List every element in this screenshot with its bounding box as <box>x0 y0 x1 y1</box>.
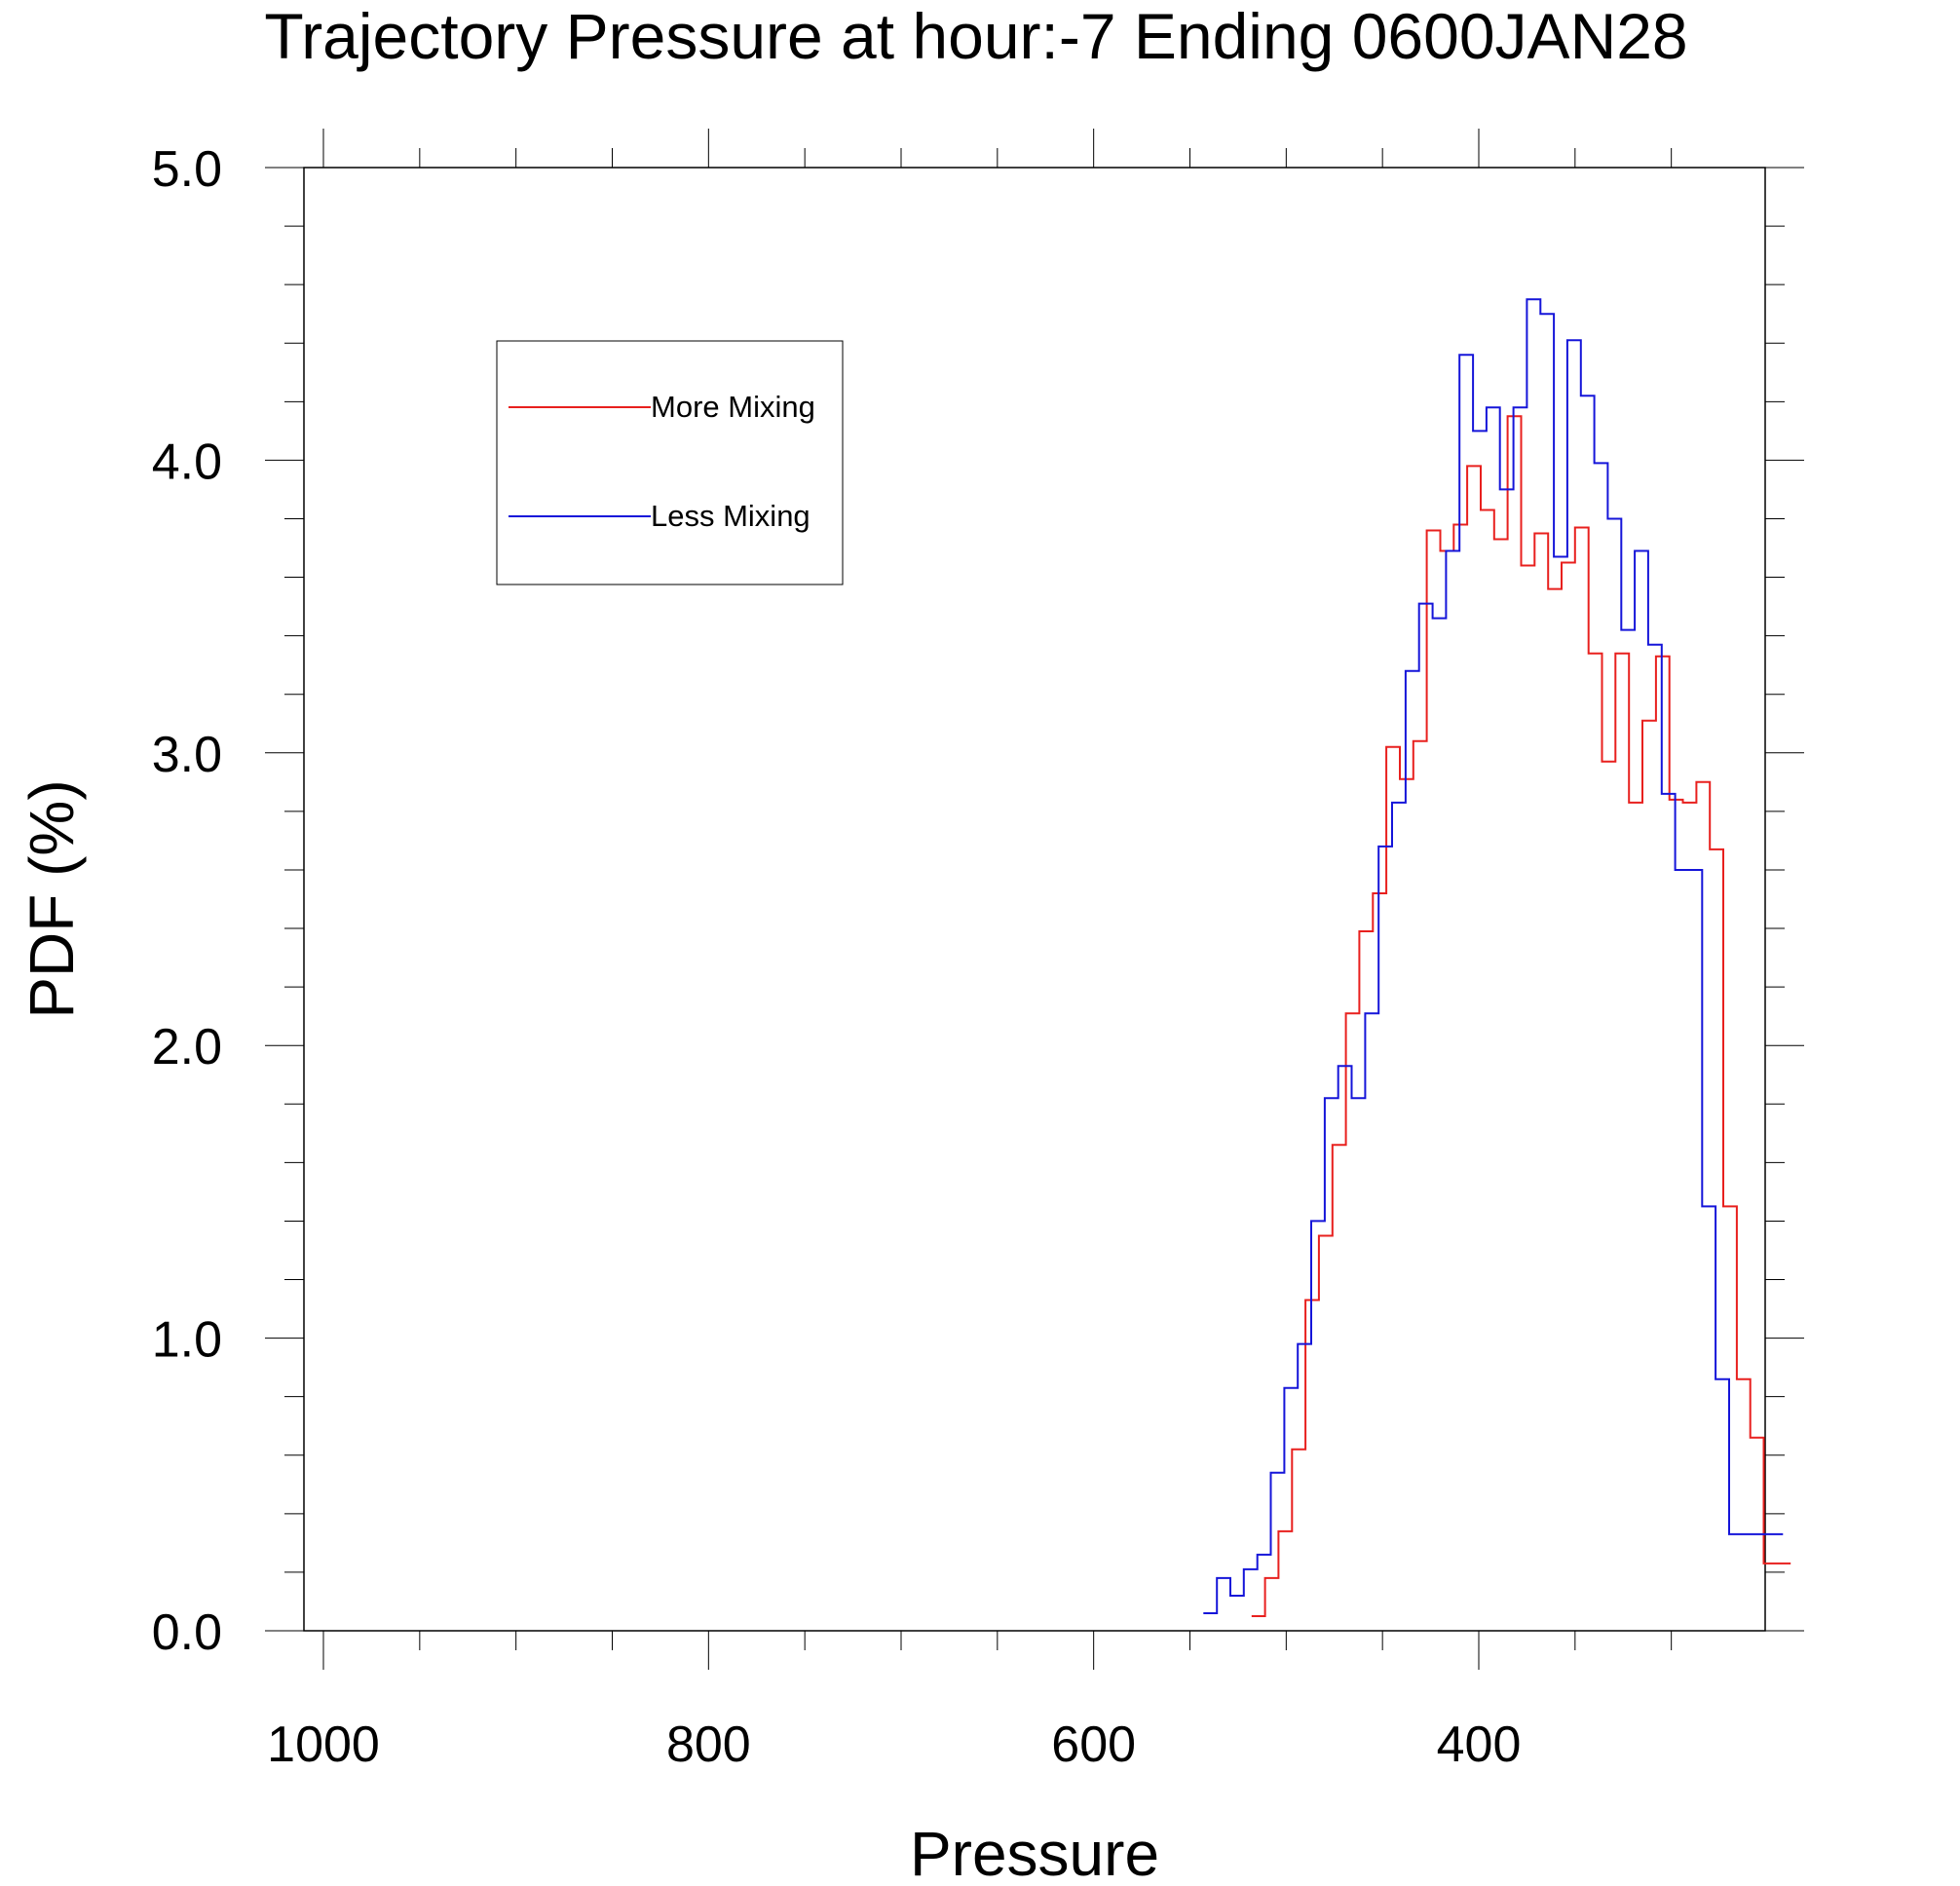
y-tick-labels: 0.0 1.0 2.0 3.0 4.0 5.0 <box>152 141 222 1661</box>
x-tick-label: 800 <box>666 1716 751 1773</box>
x-tick-label: 1000 <box>267 1716 380 1773</box>
y-tick-label: 3.0 <box>152 727 222 783</box>
major-ticks <box>265 129 1804 1670</box>
legend-box <box>496 340 844 585</box>
x-tick-label: 400 <box>1437 1716 1522 1773</box>
minor-ticks <box>284 148 1785 1650</box>
chart-title: Trajectory Pressure at hour:-7 Ending 06… <box>264 0 1687 72</box>
x-tick-label: 600 <box>1051 1716 1136 1773</box>
series-line-less-mixing <box>1203 298 1784 1614</box>
series-layer <box>1203 298 1791 1617</box>
y-axis-label: PDF (%) <box>17 779 87 1018</box>
legend: More Mixing Less Mixing <box>496 340 844 585</box>
x-axis-label: Pressure <box>910 1819 1159 1886</box>
y-tick-label: 5.0 <box>152 141 222 198</box>
legend-label-less-mixing: Less Mixing <box>651 499 810 533</box>
plot-frame <box>303 167 1766 1632</box>
legend-label-more-mixing: More Mixing <box>651 390 815 424</box>
y-tick-label: 1.0 <box>152 1312 222 1369</box>
y-tick-label: 2.0 <box>152 1019 222 1075</box>
y-tick-label: 4.0 <box>152 434 222 490</box>
y-tick-label: 0.0 <box>152 1604 222 1661</box>
series-line-more-mixing <box>1251 415 1791 1617</box>
x-tick-labels: 1000 800 600 400 <box>267 1716 1521 1773</box>
